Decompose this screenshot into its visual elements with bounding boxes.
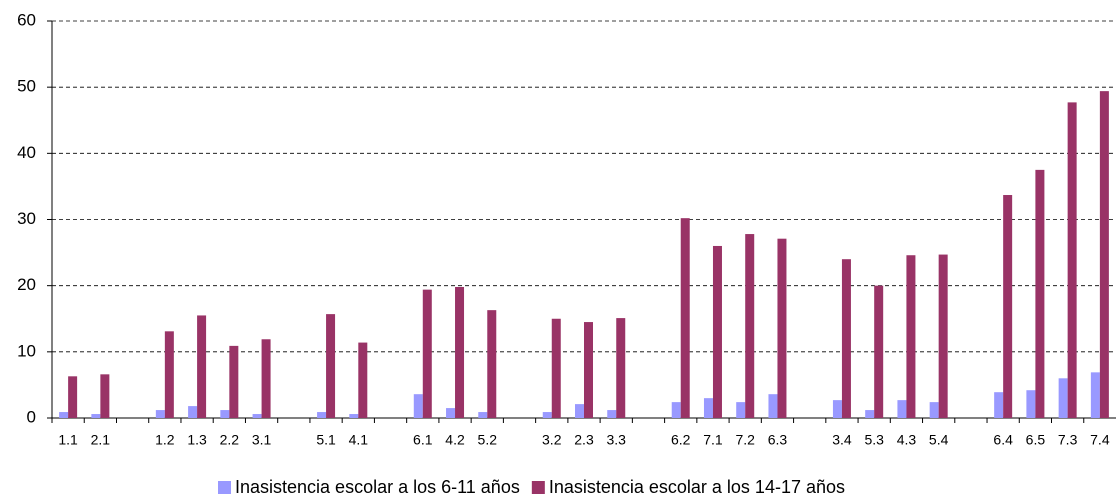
bar bbox=[349, 414, 359, 418]
x-tick-label: 3.2 bbox=[542, 432, 562, 448]
y-tick-label: 30 bbox=[17, 209, 36, 228]
bar bbox=[938, 254, 948, 418]
bar bbox=[607, 410, 617, 418]
bar bbox=[680, 218, 690, 418]
x-tick-label: 7.3 bbox=[1058, 432, 1078, 448]
bar bbox=[487, 310, 497, 418]
y-tick-label: 60 bbox=[17, 10, 36, 29]
x-tick-label: 7.1 bbox=[703, 432, 723, 448]
bar bbox=[616, 318, 626, 418]
bar bbox=[326, 314, 336, 418]
legend-label: Inasistencia escolar a los 6-11 años bbox=[235, 477, 520, 496]
y-tick-label: 0 bbox=[27, 407, 36, 426]
bar bbox=[1067, 102, 1077, 418]
legend-swatch bbox=[531, 481, 545, 494]
x-tick-label: 3.1 bbox=[252, 432, 272, 448]
bar bbox=[551, 318, 561, 418]
bar bbox=[584, 322, 593, 418]
x-tick-label: 6.1 bbox=[413, 432, 433, 448]
x-tick-label: 6.2 bbox=[671, 432, 691, 448]
bar bbox=[1026, 390, 1036, 418]
bar bbox=[261, 339, 271, 418]
bar bbox=[1090, 372, 1100, 418]
bar bbox=[712, 245, 722, 418]
bar bbox=[188, 406, 198, 418]
bar bbox=[478, 412, 488, 418]
bar bbox=[929, 402, 939, 418]
x-tick-label: 5.1 bbox=[316, 432, 336, 448]
bar bbox=[703, 398, 713, 418]
y-tick-label: 40 bbox=[17, 143, 36, 162]
x-tick-label: 4.3 bbox=[897, 432, 917, 448]
bar bbox=[874, 285, 884, 418]
bar bbox=[422, 289, 432, 418]
y-tick-label: 10 bbox=[17, 341, 36, 360]
bar bbox=[229, 345, 239, 418]
x-tick-label: 5.3 bbox=[864, 432, 884, 448]
x-tick-label: 3.4 bbox=[832, 432, 852, 448]
bar bbox=[994, 392, 1004, 418]
x-tick-label: 7.4 bbox=[1090, 432, 1110, 448]
x-tick-label: 6.4 bbox=[993, 432, 1013, 448]
bar bbox=[897, 400, 907, 418]
bar bbox=[777, 238, 787, 418]
bar bbox=[745, 234, 755, 418]
x-tick-label: 1.2 bbox=[155, 432, 175, 448]
bar bbox=[841, 259, 851, 418]
bar bbox=[59, 412, 69, 418]
bar bbox=[155, 410, 165, 418]
bar bbox=[832, 400, 842, 418]
bar bbox=[736, 402, 746, 418]
bar bbox=[100, 374, 110, 418]
bar bbox=[358, 342, 368, 418]
y-tick-label: 50 bbox=[17, 77, 36, 96]
bar bbox=[865, 410, 875, 418]
x-tick-label: 4.1 bbox=[349, 432, 369, 448]
bar bbox=[575, 404, 584, 418]
bar bbox=[542, 412, 552, 418]
bar bbox=[197, 315, 207, 418]
x-tick-label: 1.3 bbox=[187, 432, 207, 448]
bar bbox=[768, 394, 778, 418]
legend-swatch bbox=[218, 481, 231, 494]
x-tick-label: 2.3 bbox=[574, 432, 594, 448]
x-tick-label: 3.3 bbox=[607, 432, 627, 448]
bar bbox=[1035, 169, 1045, 418]
bar bbox=[164, 331, 174, 418]
x-tick-label: 7.2 bbox=[735, 432, 755, 448]
bar bbox=[906, 255, 916, 418]
x-tick-label: 4.2 bbox=[445, 432, 465, 448]
bar bbox=[252, 414, 262, 418]
bar bbox=[455, 286, 465, 418]
bar bbox=[1058, 378, 1068, 418]
x-tick-label: 2.1 bbox=[91, 432, 111, 448]
x-tick-label: 1.1 bbox=[58, 432, 78, 448]
x-tick-label: 6.5 bbox=[1026, 432, 1046, 448]
bar bbox=[68, 376, 78, 418]
y-tick-label: 20 bbox=[17, 275, 36, 294]
bar bbox=[317, 412, 327, 418]
bar bbox=[671, 402, 681, 418]
bar bbox=[1003, 195, 1013, 418]
bar bbox=[413, 394, 423, 418]
legend-label: Inasistencia escolar a los 14-17 años bbox=[549, 477, 845, 496]
bar bbox=[1099, 91, 1109, 419]
x-tick-label: 5.2 bbox=[478, 432, 498, 448]
bar bbox=[220, 410, 230, 418]
x-tick-label: 6.3 bbox=[768, 432, 788, 448]
x-tick-label: 2.2 bbox=[220, 432, 240, 448]
x-tick-label: 5.4 bbox=[929, 432, 949, 448]
bar bbox=[446, 408, 456, 418]
bar bbox=[91, 414, 101, 418]
